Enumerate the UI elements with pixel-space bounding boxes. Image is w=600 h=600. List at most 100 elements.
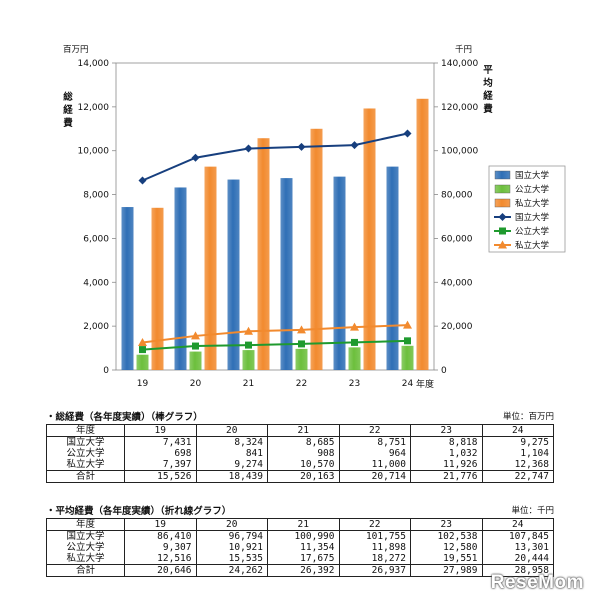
right-tick-label: 80,000 [441,191,473,201]
bar [363,108,376,370]
right-tick-label: 0 [441,366,447,376]
bar [257,138,270,370]
bar [242,350,255,370]
right-tick-label: 20,000 [441,322,473,332]
table-cell: 8,751 [338,436,411,448]
table-row: 国立大学 86,410 96,794 100,990 101,755 102,538 107… [46,530,554,542]
bar [310,128,323,370]
table-cell: 11,000 [338,459,411,471]
table-cell: 20,163 [267,470,340,483]
table-cell: 20,714 [338,470,411,483]
table-cell: 964 [338,448,411,459]
bar [295,348,308,370]
table-header-cell: 21 [267,424,340,437]
left-tick-label: 6,000 [83,234,109,244]
table-row: 私立大学 7,397 9,274 10,570 11,000 11,926 12,368 [46,459,554,471]
table-cell: 100,990 [267,530,340,542]
table-cell: 15,535 [195,553,268,565]
table-cell: 10,570 [267,459,340,471]
x-tick-label: 24 [402,379,414,389]
plot-frame [115,62,435,371]
line-series [142,339,408,351]
left-tick-label: 8,000 [83,191,109,201]
left-axis-label-char: 費 [63,117,73,129]
table-cell: 96,794 [195,530,268,542]
x-tick-label: 21 [243,379,254,389]
right-axis-unit: 千円 [455,44,472,55]
table-cell: 28,958 [481,564,554,577]
table-header-cell: 年度 [46,518,125,531]
left-axis-label: 総経費 [63,91,73,129]
table-cell: 908 [267,448,340,459]
bar [416,98,429,371]
table-header-cell: 23 [410,424,483,437]
right-tick-label: 100,000 [441,147,478,157]
line-point [498,213,507,221]
table-cell: 1,032 [410,448,483,459]
line-series-group [138,129,412,354]
line-point [298,340,305,348]
left-axis-label-char: 経 [63,104,73,116]
left-tick-label: 4,000 [83,278,109,288]
table-unit: 単位：百万円 [502,412,554,422]
legend-label: 私立大学 [515,240,550,251]
table-row-label: 合計 [46,470,125,483]
table-header-row: 年度 19 20 21 22 23 24 [46,518,554,531]
table-cell: 102,538 [410,530,483,542]
table-cell: 22,747 [481,470,554,483]
average-cost-table-section: ・平均経費（各年度実績）（折れ線グラフ） 単位：千円 年度 19 20 21 22 23 2… [46,503,554,577]
table-cell: 12,368 [481,459,554,471]
table-row-label: 私立大学 [46,553,125,565]
table-cell: 11,898 [338,542,411,553]
table-cell: 7,397 [124,459,197,471]
bar [204,166,217,370]
table-cell: 101,755 [338,530,411,542]
right-tick-label: 40,000 [441,278,473,288]
x-tick-label: 23 [349,379,360,389]
table-row: 合計 20,646 24,262 26,392 26,937 27,989 28,958 [46,564,554,577]
table-cell: 17,675 [267,553,340,565]
combo-chart: 02,0004,0006,0008,00010,00012,00014,000 … [63,44,566,390]
table-header-cell: 20 [195,518,268,531]
line-point [404,337,411,345]
right-axis-label-char: 均 [483,77,493,89]
table-cell: 10,921 [195,542,268,553]
line-point [139,346,146,354]
line-point [138,176,147,185]
table-row: 私立大学 12,516 15,535 17,675 18,272 19,551 20,444 [46,553,554,565]
table-row: 公立大学 9,307 10,921 11,354 11,898 12,580 13,301 [46,542,554,553]
line-point [297,325,306,334]
table-cell: 1,104 [481,448,554,459]
table-row-label: 公立大学 [46,448,125,459]
left-axis-ticks: 0 2,000 4,000 6,000 8,000 10,000 12,000 14,000 [78,59,116,376]
table-cell: 24,262 [195,564,268,577]
left-axis-unit: 百万円 [63,45,89,55]
table-cell: 107,845 [481,530,554,542]
table-title: ・平均経費（各年度実績）（折れ線グラフ） [46,506,232,517]
x-axis-ticks: 19 20 21 22 23 24 [137,379,414,389]
table-title: ・総経費（各年度実績）（棒グラフ） [46,412,203,423]
table-cell: 8,324 [195,436,268,448]
bar [386,166,399,370]
table-cell: 698 [124,448,197,459]
table-cell: 86,410 [124,530,197,542]
line-point [351,338,358,346]
table-cell: 8,685 [267,436,340,448]
table-cell: 21,776 [410,470,483,483]
x-tick-label: 20 [190,379,202,389]
left-tick-label: 14,000 [78,59,110,69]
table-cell: 19,551 [410,553,483,565]
watermark-logo: ReseMom [490,572,584,593]
line-point [350,322,359,331]
bar [151,207,164,370]
table-cell: 12,516 [124,553,197,565]
right-axis-label: 平均経費 [483,65,493,115]
table-cell: 11,926 [410,459,483,471]
x-axis-unit: 年度 [416,378,434,390]
bar [348,347,361,370]
total-cost-table: 年度 19 20 21 22 23 24 国立大学 7,431 8,324 8,685 8,751 8,… [46,424,554,483]
legend-box [488,165,566,253]
bar [401,345,414,370]
right-axis-label-char: 平 [483,65,493,76]
